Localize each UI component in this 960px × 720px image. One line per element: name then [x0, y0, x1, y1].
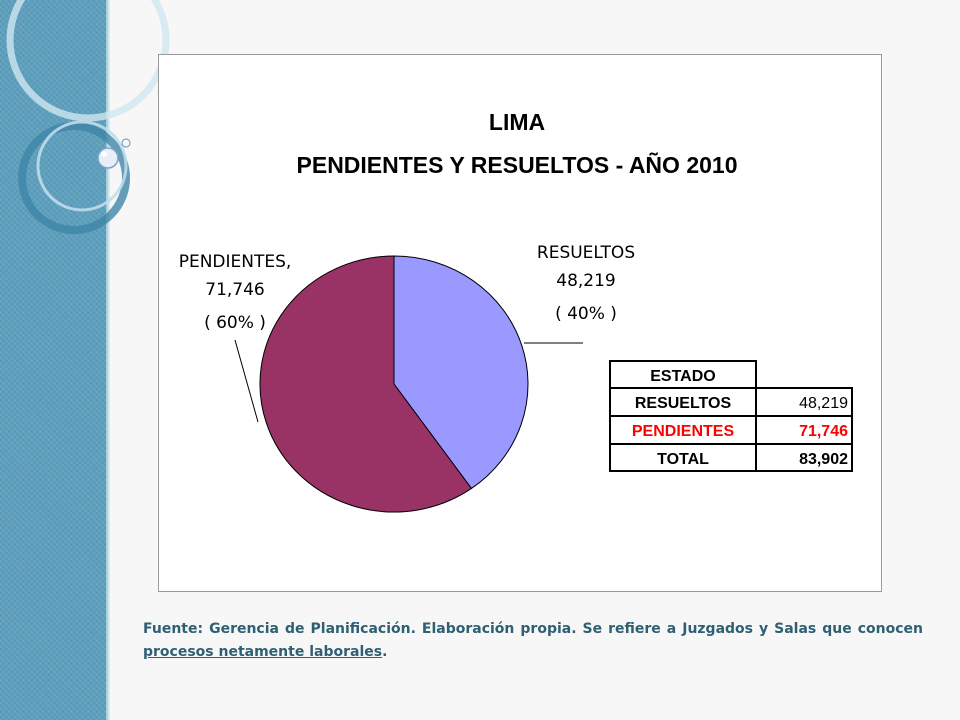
label-pendientes-name: PENDIENTES,	[179, 252, 292, 272]
pie-slice-resueltos	[393, 255, 529, 490]
source-end: .	[382, 644, 388, 660]
label-resueltos-name: RESUELTOS	[537, 243, 635, 263]
label-resueltos-value: 48,219	[556, 271, 615, 291]
table-row-resueltos-value: 48,219	[799, 395, 848, 412]
source-underlined-text: procesos netamente laborales	[143, 644, 383, 660]
chart-title: LIMA	[489, 109, 545, 135]
table-row-resueltos-label: RESUELTOS	[635, 395, 732, 412]
table-row-pendientes-value: 71,746	[799, 423, 848, 440]
source-text: Fuente: Gerencia de Planificación. Elabo…	[143, 621, 923, 637]
pie-slices	[259, 255, 529, 513]
decorative-circles	[6, 0, 170, 234]
label-resueltos-percent: ( 40% )	[555, 304, 617, 324]
chart-subtitle: PENDIENTES Y RESUELTOS - AÑO 2010	[297, 151, 738, 178]
label-pendientes-percent: ( 60% )	[204, 313, 266, 333]
chart-frame: LIMA PENDIENTES Y RESUELTOS - AÑO 2010 R…	[158, 54, 882, 592]
table-row-total-value: 83,902	[799, 451, 848, 468]
table-row-pendientes-label: PENDIENTES	[632, 423, 735, 440]
leader-line-pendientes	[234, 339, 259, 423]
source-note: Fuente: Gerencia de Planificación. Elabo…	[143, 618, 923, 664]
pie-chart: LIMA PENDIENTES Y RESUELTOS - AÑO 2010 R…	[179, 109, 853, 513]
pie-slice-pendientes	[259, 255, 473, 513]
label-pendientes-value: 71,746	[205, 280, 264, 300]
summary-table: ESTADO RESUELTOS 48,219 PENDIENTES 71,74…	[609, 360, 853, 472]
table-row-total-label: TOTAL	[657, 451, 709, 468]
table-header: ESTADO	[650, 368, 715, 385]
side-band-edge	[106, 0, 110, 720]
